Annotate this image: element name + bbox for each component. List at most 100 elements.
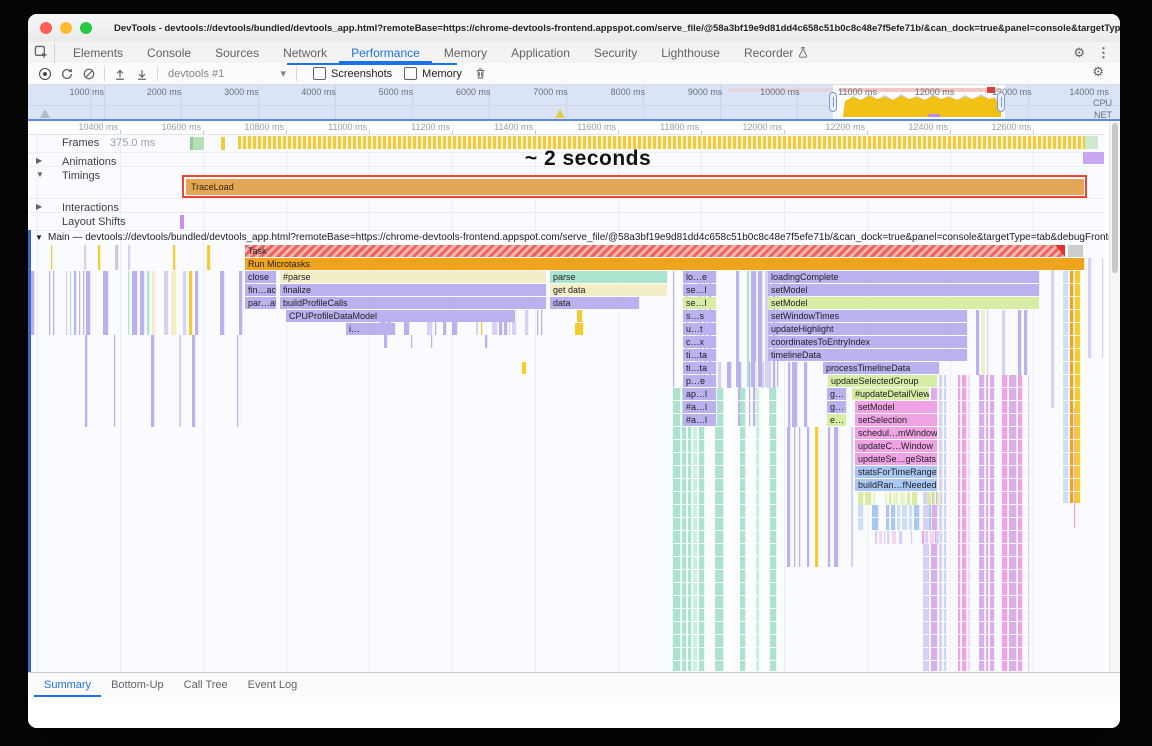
flame-bar-schedul-mwindow[interactable]: schedul…mWindow xyxy=(855,427,938,439)
selection-right-handle[interactable] xyxy=(997,92,1005,112)
expanded-triangle-icon[interactable]: ▼ xyxy=(36,170,44,179)
memory-checkbox-row[interactable]: Memory xyxy=(404,67,462,80)
reload-and-record-button[interactable] xyxy=(56,65,78,83)
flame-bar-se-l[interactable]: se…l xyxy=(683,284,717,296)
flame-bar-coordinatestoentryindex[interactable]: coordinatesToEntryIndex xyxy=(768,336,968,348)
flame-bar-fin-ace[interactable]: fin…ace xyxy=(245,284,277,296)
screenshots-checkbox-row[interactable]: Screenshots xyxy=(313,67,392,80)
flame-bar-#a-l[interactable]: #a…l xyxy=(683,414,717,426)
overview-selection-window[interactable] xyxy=(833,85,1005,119)
clear-button[interactable] xyxy=(78,65,100,83)
flame-bar-lo-e[interactable]: lo…e xyxy=(683,271,717,283)
overview-flame-divider[interactable] xyxy=(28,119,1120,121)
flame-bar-timelinedata[interactable]: timelineData xyxy=(768,349,968,361)
flame-bar[interactable] xyxy=(522,362,527,374)
close-window-button[interactable] xyxy=(40,22,52,34)
track-frames[interactable]: Frames 375.0 ms xyxy=(28,134,1105,152)
settings-gear-icon[interactable]: ⚙ xyxy=(1073,45,1085,60)
flame-bar-g-[interactable]: g… xyxy=(827,401,847,413)
flame-bar[interactable] xyxy=(1068,245,1084,257)
expanded-triangle-icon[interactable]: ▼ xyxy=(35,233,43,242)
flame-bar-i-[interactable]: i… xyxy=(346,323,396,335)
tab-recorder[interactable]: Recorder xyxy=(732,42,821,63)
tab-lighthouse[interactable]: Lighthouse xyxy=(649,42,732,63)
zoom-window-button[interactable] xyxy=(80,22,92,34)
flame-bar-buildran-fneeded[interactable]: buildRan…fNeeded xyxy=(855,479,938,491)
flame-bar-loadingcomplete[interactable]: loadingComplete xyxy=(768,271,1040,283)
minimize-window-button[interactable] xyxy=(60,22,72,34)
history-dropdown[interactable]: devtools #1 ▾ xyxy=(162,67,292,81)
save-profile-button[interactable] xyxy=(131,65,153,83)
frames-strip[interactable] xyxy=(238,136,1085,149)
flame-bar-data[interactable]: data xyxy=(550,297,640,309)
tab-console[interactable]: Console xyxy=(135,42,203,63)
flame-bar[interactable] xyxy=(575,323,584,335)
flame-bar-processtimelinedata[interactable]: processTimelineData xyxy=(823,362,940,374)
flame-bar-#updatedetailviews[interactable]: #updateDetailViews xyxy=(852,388,930,400)
screenshots-checkbox[interactable] xyxy=(313,67,326,80)
flame-bar-updatese-gestats[interactable]: updateSe…geStats xyxy=(855,453,938,465)
flame-bar-c-x[interactable]: c…x xyxy=(683,336,717,348)
flame-bar-u-t[interactable]: u…t xyxy=(683,323,717,335)
flame-bar-updatec-window[interactable]: updateC…Window xyxy=(855,440,938,452)
layout-shift-marker[interactable] xyxy=(180,215,184,229)
frame-bar[interactable] xyxy=(221,137,225,150)
flame-bar-updatehighlight[interactable]: updateHighlight xyxy=(768,323,968,335)
more-options-icon[interactable]: ⋮ xyxy=(1097,45,1110,60)
flame-bar-s-s[interactable]: s…s xyxy=(683,310,717,322)
track-timings[interactable]: ▼ Timings xyxy=(28,166,1105,198)
flame-bar-setmodel[interactable]: setModel xyxy=(855,401,938,413)
flame-bar[interactable] xyxy=(577,310,583,322)
frame-bar-idle[interactable] xyxy=(1085,136,1098,149)
flame-bar-setmodel[interactable]: setModel xyxy=(768,297,1040,309)
flame-bar-p-e[interactable]: p…e xyxy=(683,375,717,387)
frame-bar-partial[interactable] xyxy=(190,137,204,150)
record-button[interactable] xyxy=(34,65,56,83)
vertical-scrollbar[interactable] xyxy=(1109,121,1120,672)
flame-bar-statsfortimerange[interactable]: statsForTimeRange xyxy=(855,466,938,478)
flame-bar-buildprofilecalls[interactable]: buildProfileCalls xyxy=(280,297,547,309)
tab-performance[interactable]: Performance xyxy=(339,42,432,63)
flame-bar-updateselectedgroup[interactable]: updateSelectedGroup xyxy=(828,375,938,387)
flame-bar-task[interactable]: Task xyxy=(245,245,1065,257)
memory-checkbox[interactable] xyxy=(404,67,418,80)
flame-bar-ti-ta[interactable]: ti…ta xyxy=(683,349,717,361)
capture-settings-gear-icon[interactable]: ⚙ xyxy=(1092,64,1104,79)
flame-bar-ap-l[interactable]: ap…l xyxy=(683,388,717,400)
collapsed-triangle-icon[interactable]: ▶ xyxy=(36,202,43,211)
tab-network[interactable]: Network xyxy=(271,42,339,63)
flame-bar-par-at[interactable]: par…at xyxy=(245,297,277,309)
traceload-timing-bar[interactable]: TraceLoad xyxy=(186,179,1084,195)
flame-bar-se-l[interactable]: se…l xyxy=(683,297,717,309)
flame-bar-close[interactable]: close xyxy=(245,271,277,283)
main-track-header[interactable]: ▼ Main — devtools://devtools/bundled/dev… xyxy=(28,230,1120,245)
track-animations[interactable]: ▶ Animations xyxy=(28,152,1105,168)
tab-application[interactable]: Application xyxy=(499,42,582,63)
garbage-collect-button[interactable] xyxy=(470,65,492,83)
tab-sources[interactable]: Sources xyxy=(203,42,271,63)
collapsed-triangle-icon[interactable]: ▶ xyxy=(36,156,43,165)
flame-bar-parse[interactable]: parse xyxy=(550,271,668,283)
flame-bar-#parse[interactable]: #parse xyxy=(280,271,547,283)
track-interactions[interactable]: ▶ Interactions xyxy=(28,198,1105,214)
flame-bar-setwindowtimes[interactable]: setWindowTimes xyxy=(768,310,968,322)
flame-canvas[interactable]: Task Run Microtasks close #parse parse lo…e lo… xyxy=(28,244,1105,672)
flame-bar-get-data[interactable]: get data xyxy=(550,284,668,296)
load-profile-button[interactable] xyxy=(109,65,131,83)
timeline-overview[interactable]: 1000 ms 2000 ms 3000 ms 4000 ms 5000 ms 6000 … xyxy=(28,85,1120,119)
flame-bar[interactable] xyxy=(1055,245,1065,257)
flame-bar-setselection[interactable]: setSelection xyxy=(855,414,938,426)
detail-tab-bottom-up[interactable]: Bottom-Up xyxy=(111,679,164,691)
flame-bar-setmodel[interactable]: setModel xyxy=(768,284,1040,296)
flame-bar-g-[interactable]: g… xyxy=(827,388,847,400)
selection-left-handle[interactable] xyxy=(829,92,837,112)
flame-bar-cpuprofiledatamodel[interactable]: CPUProfileDataModel xyxy=(286,310,516,322)
flame-bar-ti-ta[interactable]: ti…ta xyxy=(683,362,717,374)
detail-tab-event-log[interactable]: Event Log xyxy=(247,679,298,691)
flame-bar-finalize[interactable]: finalize xyxy=(280,284,547,296)
tab-elements[interactable]: Elements xyxy=(61,42,135,63)
tab-memory[interactable]: Memory xyxy=(432,42,499,63)
inspect-element-button[interactable] xyxy=(28,42,55,63)
flame-bar-run-microtasks[interactable]: Run Microtasks xyxy=(245,258,1085,270)
flame-bar-e-[interactable]: e… xyxy=(827,414,847,426)
